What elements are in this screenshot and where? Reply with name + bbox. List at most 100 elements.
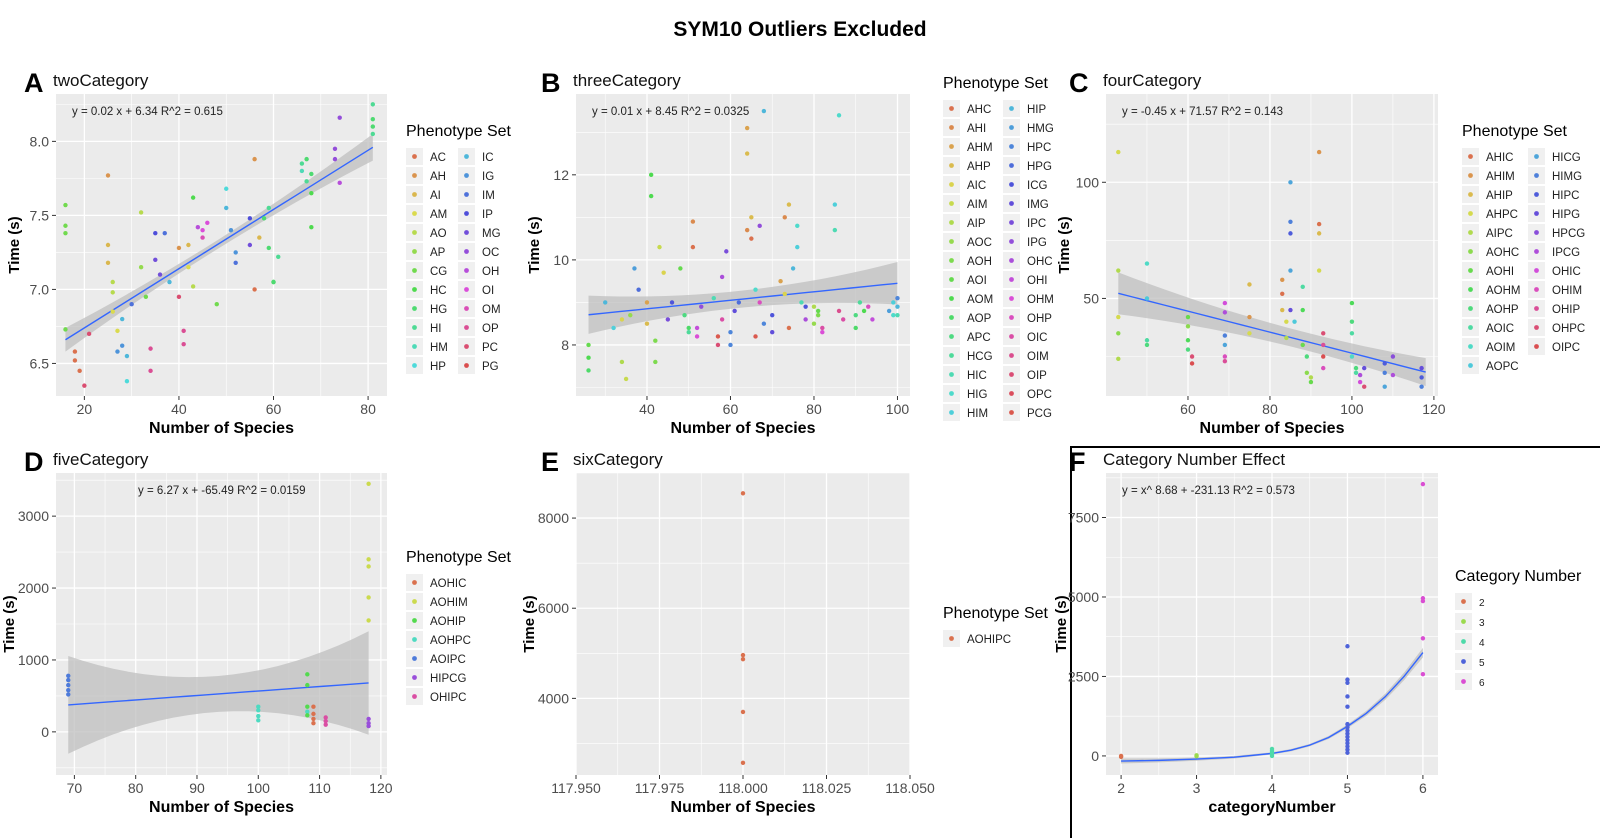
legend-swatch [1009,410,1014,415]
data-point [1288,180,1293,185]
legend-swatch [464,173,469,178]
legend-label: HP [430,361,446,373]
legend-label: AOHM [1486,285,1521,297]
legend-label: 5 [1479,658,1485,669]
legend-swatch [1009,201,1014,206]
data-point [786,202,792,207]
legend-swatch [949,353,954,358]
y-tick-label: 2000 [18,580,49,596]
data-point [195,225,201,230]
data-point [853,325,858,331]
legend-swatch [1009,353,1014,358]
data-point [1321,342,1326,348]
data-point [795,244,800,250]
data-point [586,355,591,360]
data-point [1185,314,1191,320]
legend-swatch [1534,287,1539,292]
data-point [648,193,654,199]
legend-swatch [464,268,469,273]
legend: Phenotype Set AOHIC AOHIM AOHIP AOHPC AOIPC HI… [406,549,512,705]
data-point [782,291,787,297]
data-point [366,716,371,722]
data-point [740,491,746,496]
data-point [753,334,758,339]
data-point [124,353,130,359]
y-tick-label: 8 [561,337,569,353]
data-point [72,349,78,354]
legend-label: HIM [967,408,988,420]
legend-label: ICG [1027,180,1048,192]
data-point [870,317,875,322]
y-axis-label: Time (s) [1,595,18,652]
data-point [1321,331,1326,336]
legend-swatch [464,306,469,311]
y-tick-label: 0 [1091,748,1099,764]
x-tick-label: 40 [639,401,655,417]
data-point [1390,354,1396,359]
legend-label: AH [430,171,446,183]
data-point [176,245,182,251]
legend-label: AOC [967,237,992,249]
data-point [1284,335,1289,341]
legend-label: HIC [967,370,987,382]
data-point [1222,358,1228,364]
data-point [1390,372,1396,378]
data-point [749,236,754,241]
legend-swatch [949,315,954,320]
x-axis-label: Number of Species [671,799,816,816]
y-axis-label: Time (s) [526,216,543,273]
data-point [690,244,696,250]
legend-swatch [1009,125,1014,130]
legend-label: IC [482,152,494,164]
x-tick-label: 90 [189,780,205,796]
legend-swatch [412,694,417,699]
legend-label: OHIC [1552,266,1581,278]
data-point [1247,314,1252,320]
legend-label: OHIM [1552,285,1582,297]
data-point [370,131,376,137]
legend-swatch [412,637,417,642]
legend-title: Phenotype Set [943,75,1049,92]
legend-label: AIM [967,199,987,211]
legend-label: AOHPC [430,635,471,647]
x-tick-label: 70 [67,780,83,796]
legend-label: PCG [1027,408,1052,420]
data-point [861,308,867,314]
legend-swatch [1009,372,1014,377]
data-point [603,300,608,305]
data-point [1420,672,1426,677]
legend-swatch [1461,599,1466,604]
data-point [143,294,149,300]
data-point [115,328,120,334]
x-tick-label: 117.950 [551,780,601,796]
panel-title: fiveCategory [53,450,149,469]
data-point [1345,747,1350,752]
data-point [895,304,900,309]
data-point [1116,149,1121,155]
data-point [1222,342,1228,348]
data-point [1345,750,1350,755]
legend-swatch [1468,192,1473,197]
legend-label: HIG [967,389,988,401]
data-point [309,225,314,230]
legend-label: HM [430,342,448,354]
data-point [740,760,746,766]
data-point [895,312,900,318]
legend-swatch [1461,619,1466,624]
data-point [619,317,625,322]
data-point [66,682,71,688]
data-point [803,317,808,322]
legend-swatch [412,599,417,604]
data-point [77,368,82,374]
data-point [790,266,796,271]
data-point [1247,331,1252,336]
data-point [732,308,737,314]
data-point [181,328,186,334]
data-point [105,173,111,178]
equation-label: y = x^ 8.68 + -231.13 R^2 = 0.573 [1122,485,1295,497]
data-point [138,265,144,270]
legend-label: OIC [1027,332,1047,344]
legend-swatch [464,249,469,254]
data-point [1194,754,1199,759]
data-point [719,317,725,322]
